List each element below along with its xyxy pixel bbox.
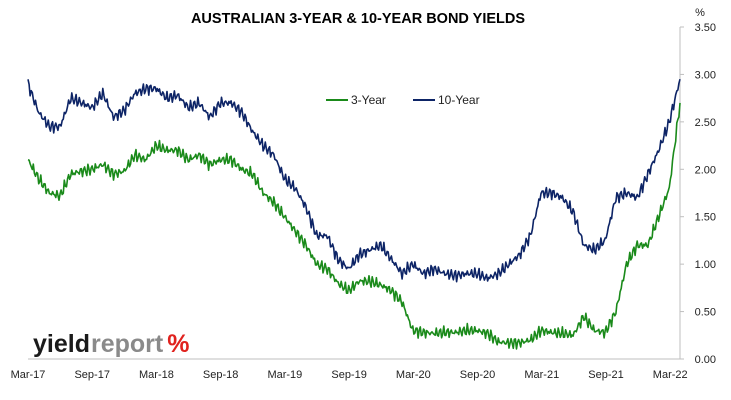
x-tick-label: Mar-18 <box>139 369 174 381</box>
legend: 3-Year 10-Year <box>326 93 480 107</box>
series-line-10-year <box>27 78 681 283</box>
x-axis-ticks: Mar-17 Sep-17 Mar-18 Sep-18 Mar-19 Sep-19 Mar-… <box>11 369 688 381</box>
x-tick-label: Sep-17 <box>74 369 109 381</box>
y-tick-label: 2.50 <box>695 117 716 129</box>
x-tick-label: Sep-19 <box>331 369 366 381</box>
legend-label-10-year: 10-Year <box>438 93 480 107</box>
y-tick-label: 2.00 <box>695 164 716 176</box>
x-tick-label: Sep-20 <box>460 369 495 381</box>
y-tick-label: 0.00 <box>695 354 716 366</box>
y-axis-ticks: 0.00 0.50 1.00 1.50 2.00 2.50 3.00 3.50 <box>680 22 716 366</box>
x-tick-label: Mar-21 <box>524 369 559 381</box>
series-line-3-year <box>27 102 681 350</box>
yieldreport-logo: yieldreport% <box>33 330 189 358</box>
x-tick-label: Mar-22 <box>653 369 688 381</box>
y-tick-label: 3.50 <box>695 22 716 34</box>
legend-label-3-year: 3-Year <box>351 93 386 107</box>
y-axis-unit: % <box>695 7 705 19</box>
logo-text-report: report <box>91 330 164 358</box>
x-tick-label: Mar-17 <box>11 369 46 381</box>
logo-text-yield: yield <box>33 330 90 358</box>
y-tick-label: 0.50 <box>695 307 716 319</box>
series-lines <box>27 78 681 350</box>
x-tick-label: Mar-19 <box>267 369 302 381</box>
svg-text:yieldreport%: yieldreport% <box>33 330 189 358</box>
y-tick-label: 1.00 <box>695 259 716 271</box>
logo-percent-icon: % <box>167 330 189 358</box>
chart-title: AUSTRALIAN 3-YEAR & 10-YEAR BOND YIELDS <box>191 11 525 27</box>
x-tick-label: Mar-20 <box>396 369 431 381</box>
x-tick-label: Sep-18 <box>203 369 238 381</box>
x-tick-label: Sep-21 <box>588 369 623 381</box>
y-tick-label: 3.00 <box>695 69 716 81</box>
y-tick-label: 1.50 <box>695 212 716 224</box>
